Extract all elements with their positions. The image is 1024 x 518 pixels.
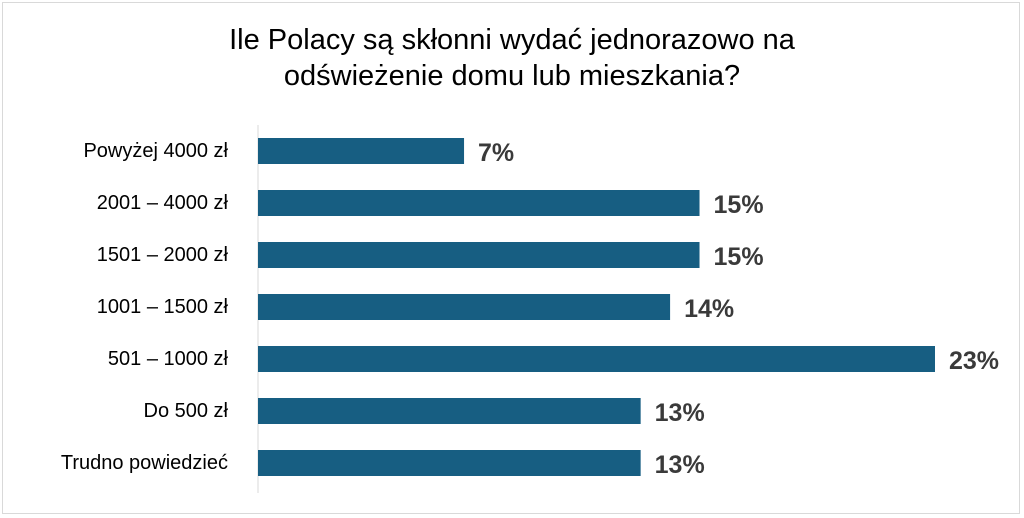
data-label: 13%: [655, 399, 705, 427]
category-label: 2001 – 4000 zł: [97, 192, 229, 214]
bar: [258, 398, 641, 424]
chart-title: Ile Polacy są skłonni wydać jednorazowo …: [0, 22, 1024, 94]
bar: [258, 190, 700, 216]
category-label: 1001 – 1500 zł: [97, 296, 229, 318]
data-label: 15%: [714, 191, 764, 219]
bar: [258, 138, 465, 164]
data-label: 13%: [655, 451, 705, 479]
data-label: 7%: [478, 139, 514, 167]
bar: [258, 294, 671, 320]
bar: [258, 242, 700, 268]
category-label: Do 500 zł: [144, 400, 229, 422]
data-label: 14%: [684, 295, 734, 323]
category-label: Trudno powiedzieć: [61, 452, 228, 474]
data-label: 23%: [949, 347, 999, 375]
category-label: 1501 – 2000 zł: [97, 244, 229, 266]
category-label: 501 – 1000 zł: [108, 348, 229, 370]
bar: [258, 346, 935, 372]
category-label: Powyżej 4000 zł: [83, 140, 228, 162]
chart-title-line-2: odświeżenie domu lub mieszkania?: [283, 60, 741, 92]
bar: [258, 450, 641, 476]
chart-title-line-1: Ile Polacy są skłonni wydać jednorazowo …: [229, 24, 795, 56]
data-label: 15%: [714, 243, 764, 271]
